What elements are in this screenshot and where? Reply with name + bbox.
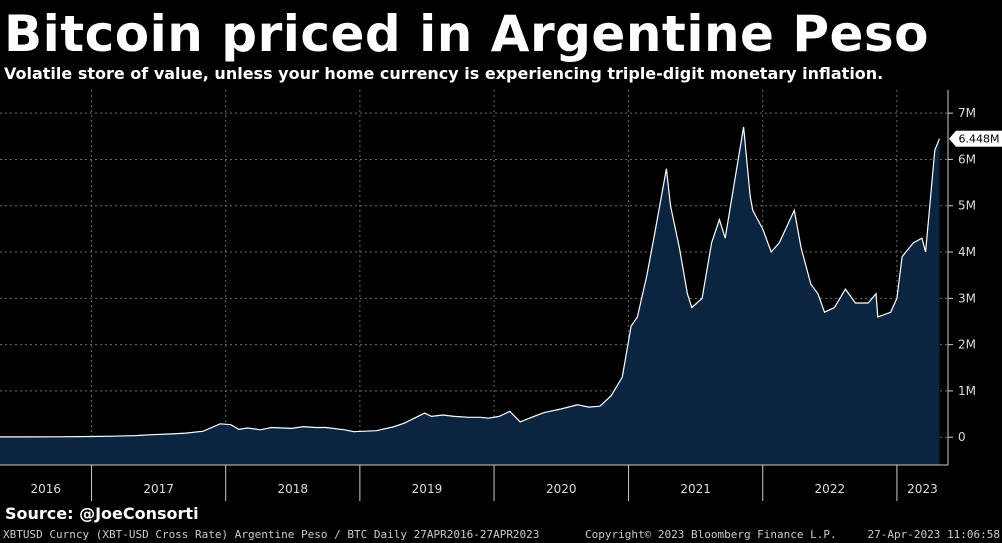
footer-ticker: XBTUSD Curncy (XBT-USD Cross Rate) Argen… xyxy=(3,528,540,541)
y-tick-label: 4M xyxy=(958,245,976,259)
x-tick-label: 2020 xyxy=(546,482,577,496)
last-value-pointer xyxy=(949,130,956,147)
x-axis: 2016 2017 2018 2019 2020 2021 2022 2023 xyxy=(0,464,948,501)
x-tick-label: 2021 xyxy=(680,482,711,496)
footer-timestamp: 27-Apr-2023 11:06:58 xyxy=(867,528,1000,541)
x-tick-label: 2023 xyxy=(907,482,938,496)
y-tick-label: 3M xyxy=(958,291,976,305)
last-value-marker: 6.448M xyxy=(949,130,1002,147)
y-tick-label: 1M xyxy=(958,384,976,398)
x-tick-label: 2019 xyxy=(412,482,443,496)
chart-area: 0 1M 2M 3M 4M 5M 6M 7M 2016 2017 2018 2019 2020 2021… xyxy=(0,90,1002,501)
y-tick-label: 6M xyxy=(958,152,976,166)
x-tick-label: 2022 xyxy=(815,482,846,496)
y-tick-label: 0 xyxy=(958,430,966,444)
y-tick-label: 7M xyxy=(958,106,976,120)
price-line xyxy=(0,126,941,438)
source-label: Source: @JoeConsorti xyxy=(5,504,199,523)
chart-title: Bitcoin priced in Argentine Peso xyxy=(4,5,930,63)
footer-copyright: Copyright© 2023 Bloomberg Finance L.P. xyxy=(585,528,837,541)
y-tick-label: 2M xyxy=(958,338,976,352)
chart-subtitle: Volatile store of value, unless your hom… xyxy=(4,64,884,83)
x-tick-label: 2018 xyxy=(278,482,309,496)
last-value-label: 6.448M xyxy=(959,133,1000,146)
price-area xyxy=(0,127,940,465)
y-axis: 0 1M 2M 3M 4M 5M 6M 7M xyxy=(947,90,976,465)
x-tick-label: 2016 xyxy=(30,482,61,496)
last-value-box xyxy=(956,130,1002,147)
y-tick-label: 5M xyxy=(958,199,976,213)
x-tick-label: 2017 xyxy=(143,482,174,496)
